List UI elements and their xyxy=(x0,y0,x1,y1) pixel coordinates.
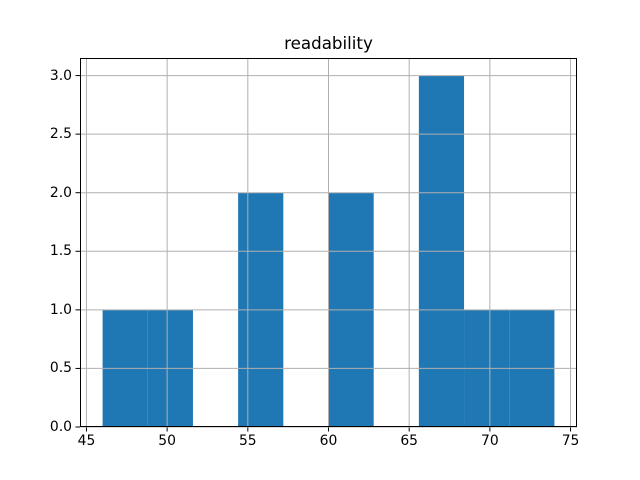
histogram-plot xyxy=(75,58,577,432)
y-tick-label: 0.0 xyxy=(49,419,72,435)
x-tick-label: 55 xyxy=(238,433,257,449)
plot-area xyxy=(75,58,577,432)
x-tick-label: 50 xyxy=(158,433,176,449)
y-tick-label: 2.0 xyxy=(49,184,72,201)
y-tick-label: 3.0 xyxy=(49,67,72,84)
x-tick-label: 45 xyxy=(77,433,96,449)
axes-spines xyxy=(80,58,577,427)
x-tick-label: 70 xyxy=(481,433,499,449)
y-tick-label: 1.5 xyxy=(49,243,72,260)
x-tick-label: 75 xyxy=(561,433,580,449)
y-tick-label: 1.0 xyxy=(49,301,72,318)
x-tick-label: 65 xyxy=(400,433,419,449)
y-tick-label: 0.5 xyxy=(49,360,72,377)
x-tick-label: 60 xyxy=(319,433,338,449)
y-tick-label: 2.5 xyxy=(49,126,72,143)
chart-title: readability xyxy=(284,33,373,53)
